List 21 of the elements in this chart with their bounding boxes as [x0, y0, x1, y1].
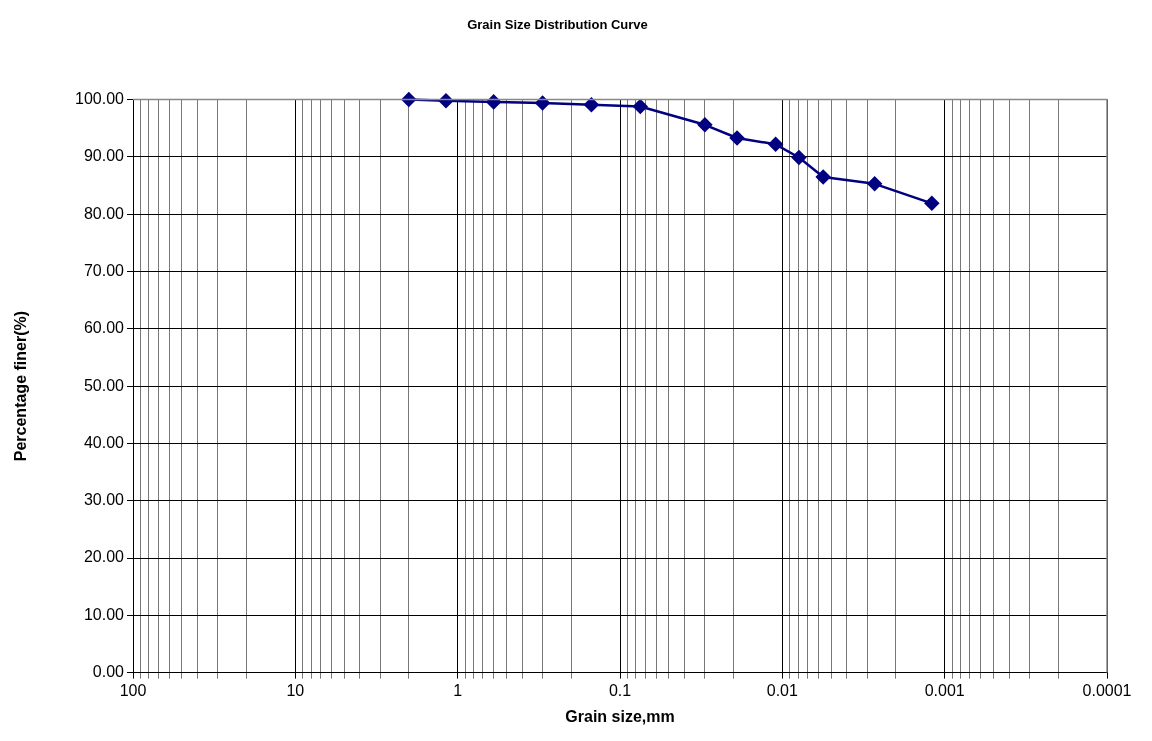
- x-tick-label: 0.1: [608, 681, 632, 699]
- x-axis-title: Grain size,mm: [565, 707, 675, 725]
- chart-title: Grain Size Distribution Curve: [467, 17, 648, 33]
- y-tick-label: 20.00: [83, 548, 125, 566]
- y-axis-title: Percentage finer(%): [12, 310, 30, 462]
- y-tick-label: 30.00: [83, 491, 125, 509]
- y-tick-label: 40.00: [83, 433, 125, 451]
- y-tick-label: 60.00: [83, 319, 125, 337]
- x-tick-label: 0.0001: [1082, 681, 1132, 699]
- x-tick-label: 100: [119, 681, 147, 699]
- y-tick-label: 50.00: [83, 376, 125, 394]
- y-tick-label: 80.00: [83, 204, 125, 222]
- y-tick-label: 90.00: [83, 147, 125, 165]
- y-tick-label: 100.00: [75, 90, 125, 108]
- x-tick-label: 10: [286, 681, 305, 699]
- x-tick-label: 0.001: [924, 681, 965, 699]
- y-tick-label: 0.00: [92, 663, 125, 681]
- y-tick-label: 10.00: [83, 605, 125, 623]
- x-tick-label: 0.01: [766, 681, 799, 699]
- x-tick-label: 1: [453, 681, 463, 699]
- y-tick-label: 70.00: [83, 261, 125, 279]
